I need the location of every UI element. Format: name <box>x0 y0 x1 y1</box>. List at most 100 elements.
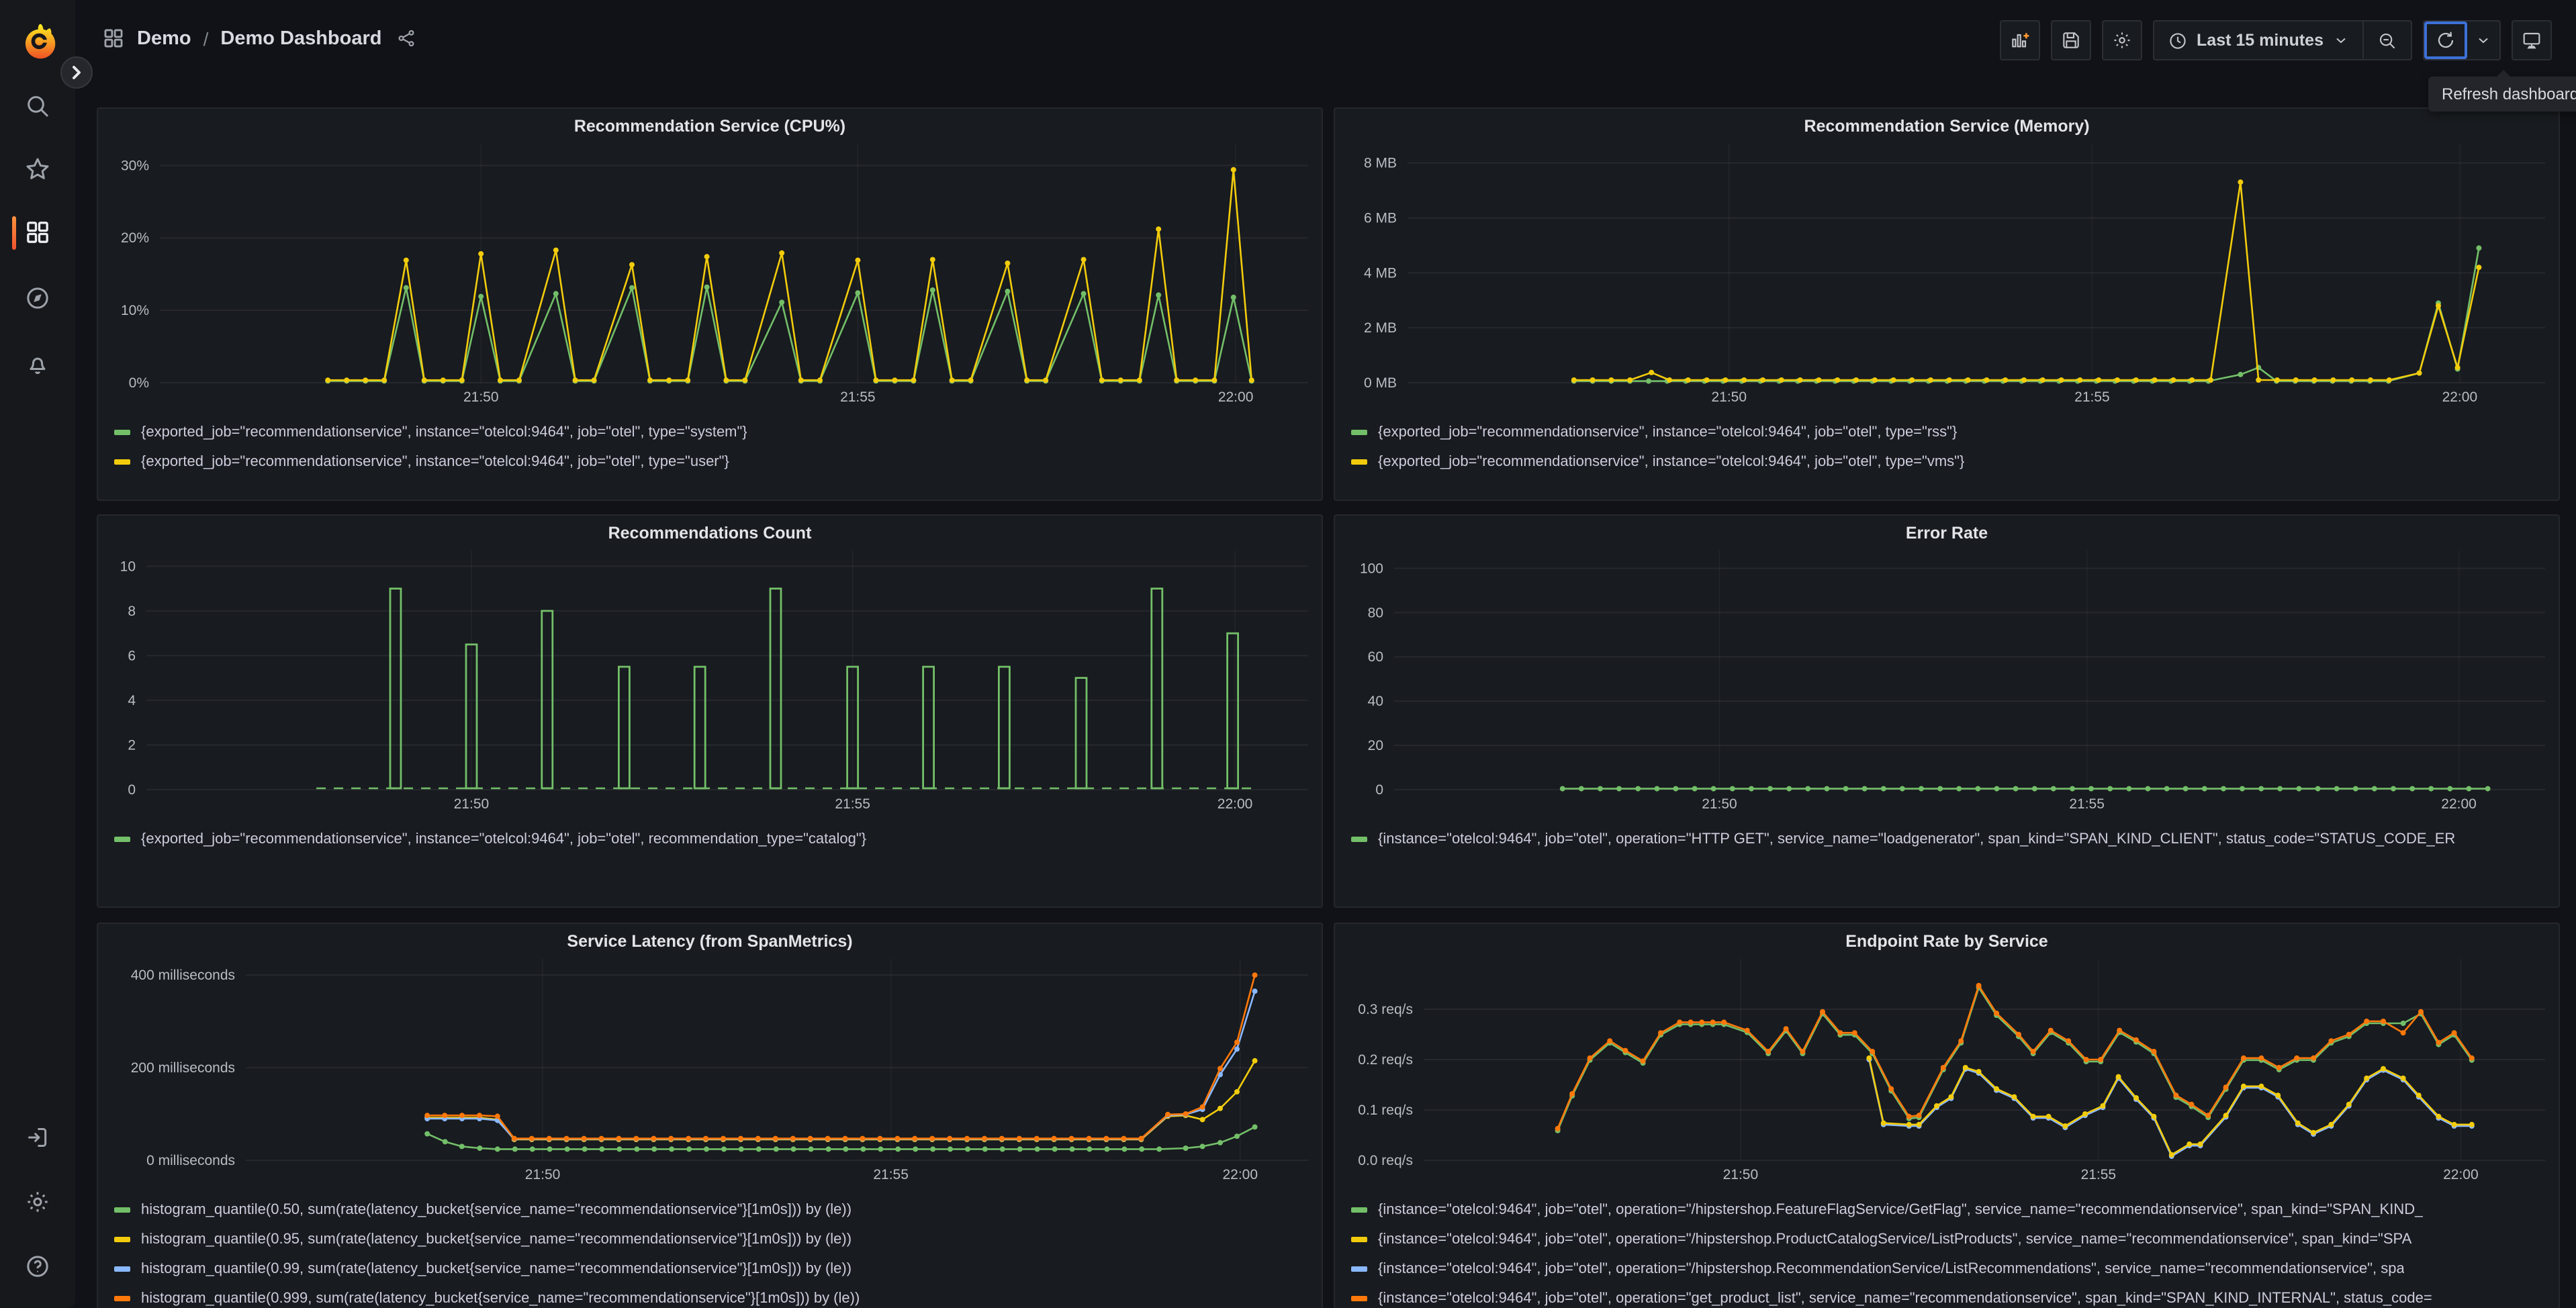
time-series-chart: 0 MB 2 MB 4 MB 6 MB 8 MB 21:50 21:55 22:00 <box>1348 144 2545 412</box>
sign-in-icon[interactable] <box>24 1124 51 1151</box>
time-range-picker[interactable]: Last 15 minutes <box>2154 21 2362 59</box>
starred-icon[interactable] <box>24 156 51 183</box>
legend-item[interactable]: histogram_quantile(0.95, sum(rate(latenc… <box>114 1225 1308 1254</box>
breadcrumb-folder[interactable]: Demo <box>137 28 191 49</box>
legend-swatch <box>1351 1266 1367 1272</box>
svg-text:21:50: 21:50 <box>463 389 499 405</box>
legend-item[interactable]: {instance="otelcol:9464", job="otel", op… <box>1351 1195 2545 1225</box>
panel-title[interactable]: Recommendations Count <box>608 524 812 543</box>
legend-swatch <box>1351 1296 1367 1301</box>
legend-item[interactable]: {instance="otelcol:9464", job="otel", op… <box>1351 825 2545 854</box>
legend-swatch <box>1351 459 1367 465</box>
legend-item[interactable]: {exported_job="recommendationservice", i… <box>1351 447 2545 477</box>
sidebar-expand-button[interactable] <box>60 56 93 89</box>
svg-text:0.2 req/s: 0.2 req/s <box>1358 1052 1413 1068</box>
svg-text:21:55: 21:55 <box>2081 1167 2117 1182</box>
dashboards-icon[interactable] <box>24 219 51 246</box>
grafana-logo[interactable] <box>20 21 56 59</box>
panel-title[interactable]: Endpoint Rate by Service <box>1845 932 2048 951</box>
legend-label: {instance="otelcol:9464", job="otel", op… <box>1378 1291 2432 1307</box>
legend-label: histogram_quantile(0.95, sum(rate(latenc… <box>141 1231 852 1248</box>
legend-swatch <box>114 837 130 842</box>
legend-swatch <box>1351 1207 1367 1213</box>
svg-text:6: 6 <box>128 648 136 663</box>
chart-plot[interactable]: 0 2 4 6 8 10 21:50 21:55 22:00 <box>111 551 1308 812</box>
chevron-down-icon <box>2479 38 2488 44</box>
svg-text:8: 8 <box>128 604 136 619</box>
breadcrumb: Demo / Demo Dashboard <box>102 27 417 50</box>
zoom-out-button[interactable] <box>2364 21 2411 59</box>
chart-plot[interactable]: 0.0 req/s 0.1 req/s 0.2 req/s 0.3 req/s 21:5… <box>1348 959 2545 1183</box>
panel-recommendation-memory: Recommendation Service (Memory) 0 MB 2 MB… <box>1334 107 2560 501</box>
refresh-icon <box>2438 32 2454 48</box>
panel-title[interactable]: Recommendation Service (Memory) <box>1804 117 2090 136</box>
dashboard-toolbar: Last 15 minutes <box>1999 20 2552 60</box>
refresh-interval-caret[interactable] <box>2467 21 2499 59</box>
svg-text:40: 40 <box>1368 694 1383 709</box>
legend-swatch <box>114 459 130 465</box>
legend-item[interactable]: histogram_quantile(0.999, sum(rate(laten… <box>114 1284 1308 1308</box>
refresh-dashboard-button[interactable] <box>2424 21 2467 59</box>
svg-text:10%: 10% <box>121 303 149 318</box>
save-dashboard-button[interactable] <box>2050 20 2091 60</box>
legend-swatch <box>114 1266 130 1272</box>
time-series-chart: 0 20 40 60 80 100 21:50 21:55 22:00 <box>1348 551 2545 819</box>
configuration-gear-icon[interactable] <box>24 1188 51 1215</box>
add-panel-button[interactable] <box>1999 20 2040 60</box>
panel-title[interactable]: Service Latency (from SpanMetrics) <box>567 932 853 951</box>
chart-plot[interactable]: 0 MB 2 MB 4 MB 6 MB 8 MB 21:50 21:55 22:00 <box>1348 144 2545 406</box>
svg-text:200 milliseconds: 200 milliseconds <box>131 1060 235 1076</box>
legend-item[interactable]: {exported_job="recommendationservice", i… <box>114 825 1308 854</box>
panel-endpoint-rate: Endpoint Rate by Service 0.0 req/s 0.1 re… <box>1334 923 2560 1308</box>
chart-plot[interactable]: 0 20 40 60 80 100 21:50 21:55 22:00 <box>1348 551 2545 812</box>
panel-recommendations-count: Recommendations Count 0 2 4 6 8 10 21:50 21:55 2… <box>97 514 1323 908</box>
svg-text:100: 100 <box>1360 561 1383 576</box>
svg-text:21:50: 21:50 <box>525 1167 561 1182</box>
legend-item[interactable]: {instance="otelcol:9464", job="otel", op… <box>1351 1225 2545 1254</box>
legend-label: {exported_job="recommendationservice", i… <box>141 831 867 847</box>
zoom-out-icon <box>2379 32 2395 48</box>
svg-text:22:00: 22:00 <box>2443 1167 2479 1182</box>
search-icon[interactable] <box>24 93 51 120</box>
svg-text:0%: 0% <box>129 375 149 391</box>
chart-plot[interactable]: 0% 10% 20% 30% 21:50 21:55 22:00 <box>111 144 1308 406</box>
svg-text:22:00: 22:00 <box>1222 1167 1258 1182</box>
legend-item[interactable]: {exported_job="recommendationservice", i… <box>1351 418 2545 447</box>
time-picker-group: Last 15 minutes <box>2152 20 2412 60</box>
dashboard-settings-button[interactable] <box>2101 20 2142 60</box>
legend-item[interactable]: histogram_quantile(0.99, sum(rate(latenc… <box>114 1254 1308 1284</box>
panel-title[interactable]: Error Rate <box>1905 524 1988 543</box>
legend-item[interactable]: {instance="otelcol:9464", job="otel", op… <box>1351 1254 2545 1284</box>
kiosk-mode-button[interactable] <box>2512 20 2552 60</box>
legend-label: {instance="otelcol:9464", job="otel", op… <box>1378 1202 2424 1218</box>
chart-plot[interactable]: 0 milliseconds 200 milliseconds 400 millis… <box>111 959 1308 1183</box>
svg-text:80: 80 <box>1368 605 1383 620</box>
explore-compass-icon[interactable] <box>24 285 51 312</box>
svg-text:21:55: 21:55 <box>835 796 870 812</box>
share-icon[interactable] <box>397 28 417 48</box>
svg-text:22:00: 22:00 <box>2442 389 2478 405</box>
svg-text:6 MB: 6 MB <box>1364 210 1397 226</box>
svg-text:0 MB: 0 MB <box>1364 375 1397 391</box>
legend-swatch <box>114 1296 130 1301</box>
refresh-group <box>2423 20 2501 60</box>
legend-item[interactable]: {instance="otelcol:9464", job="otel", op… <box>1351 1284 2545 1308</box>
svg-text:0.1 req/s: 0.1 req/s <box>1358 1103 1413 1118</box>
legend-item[interactable]: histogram_quantile(0.50, sum(rate(latenc… <box>114 1195 1308 1225</box>
svg-text:0.3 req/s: 0.3 req/s <box>1358 1002 1413 1017</box>
legend-item[interactable]: {exported_job="recommendationservice", i… <box>114 418 1308 447</box>
svg-text:22:00: 22:00 <box>1218 389 1254 405</box>
svg-text:20: 20 <box>1368 738 1383 753</box>
legend-label: {exported_job="recommendationservice", i… <box>141 454 729 470</box>
panel-title[interactable]: Recommendation Service (CPU%) <box>573 117 846 136</box>
svg-text:30%: 30% <box>121 158 149 173</box>
svg-text:8 MB: 8 MB <box>1364 156 1397 171</box>
alerting-bell-icon[interactable] <box>24 351 51 377</box>
apps-grid-icon[interactable] <box>102 27 125 50</box>
legend-label: {instance="otelcol:9464", job="otel", op… <box>1378 1231 2412 1248</box>
breadcrumb-dashboard-title[interactable]: Demo Dashboard <box>220 28 382 49</box>
help-icon[interactable] <box>24 1253 51 1280</box>
legend-item[interactable]: {exported_job="recommendationservice", i… <box>114 447 1308 477</box>
svg-text:20%: 20% <box>121 230 149 246</box>
